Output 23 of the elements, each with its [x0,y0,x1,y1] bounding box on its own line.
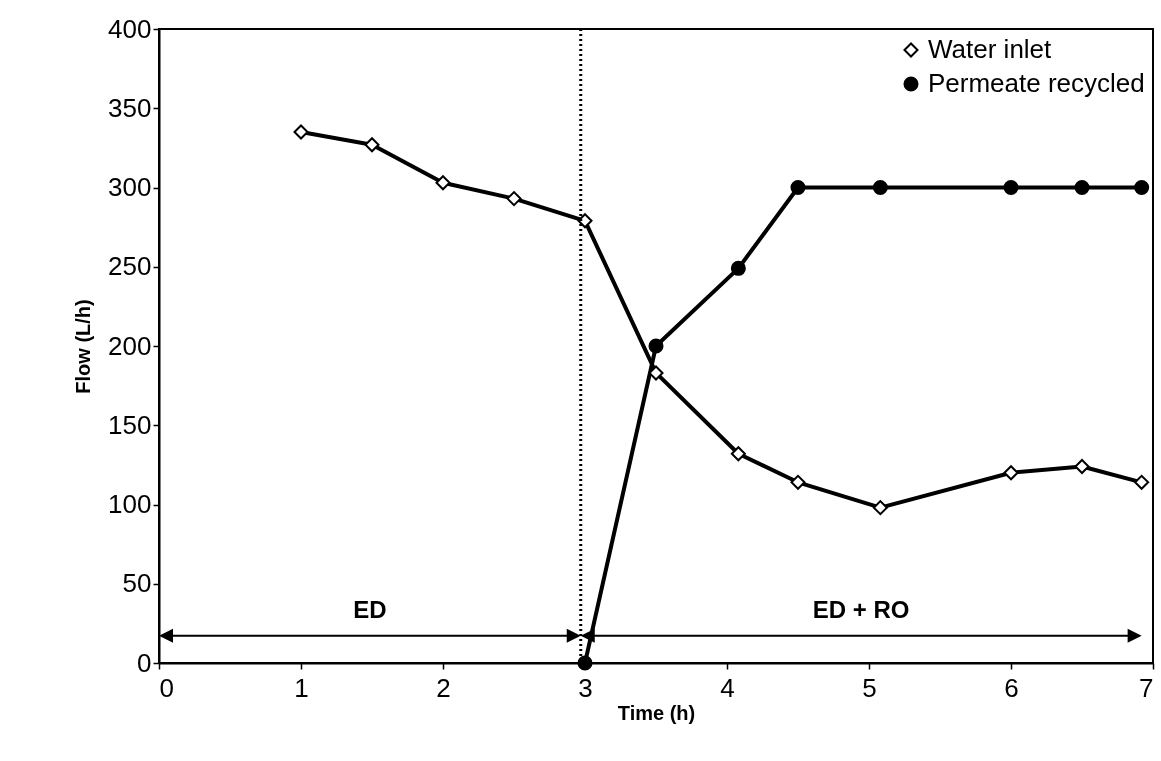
annotation: ED + RO [812,596,910,624]
y-tick-label: 350 [108,92,152,123]
y-tick-label: 250 [108,251,152,282]
y-axis-title: Flow (L/h) [72,299,95,394]
y-tick-label: 100 [108,489,152,519]
x-tick-label: 3 [578,672,593,703]
y-tick-label: 150 [108,409,152,440]
x-tick-label: 5 [862,672,877,703]
x-tick-label: 2 [436,672,451,703]
y-tick-label: 50 [122,568,152,599]
y-tick-label: 400 [108,13,152,44]
y-tick-label: 200 [108,330,152,361]
annotation: ED [353,596,387,624]
legend-label: Water inlet [928,34,1053,64]
x-tick-label: 4 [720,672,735,703]
y-tick-label: 300 [108,172,152,202]
x-tick-label: 7 [1139,672,1154,703]
y-tick-label: 0 [137,647,152,678]
x-axis-title: Time (h) [617,701,696,724]
x-tick-label: 6 [1004,672,1019,703]
x-tick-label: 1 [294,672,309,703]
legend-label: Permeate recycled [928,68,1145,98]
x-tick-label: 0 [159,672,174,703]
